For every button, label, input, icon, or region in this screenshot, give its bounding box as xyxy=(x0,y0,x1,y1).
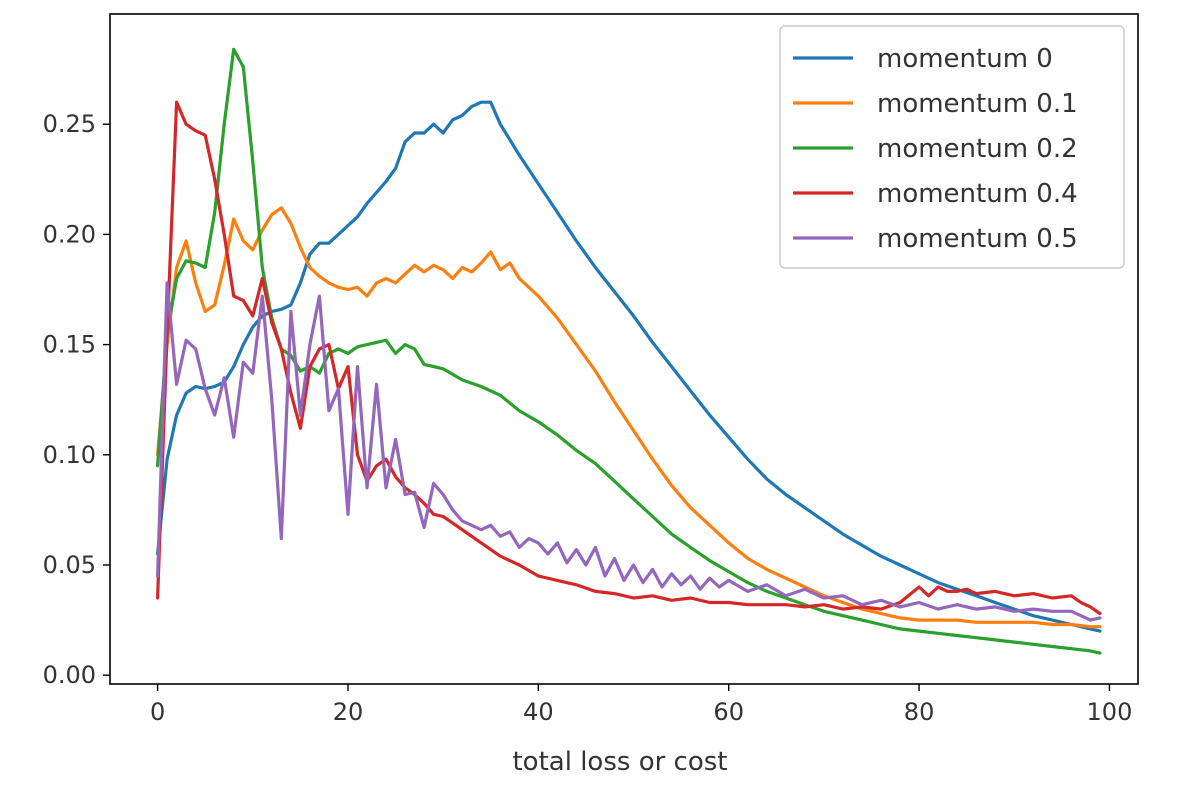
legend: momentum 0 momentum 0.1 momentum 0.2 moment… xyxy=(779,25,1125,269)
legend-label-1: momentum 0.1 xyxy=(877,89,1078,119)
legend-label-0: momentum 0 xyxy=(877,44,1053,74)
x-axis: 0 20 40 60 80 100 xyxy=(150,684,1132,726)
series-line-3 xyxy=(156,100,1102,616)
x-tick-label: 60 xyxy=(713,698,744,726)
axes-frame xyxy=(109,13,1139,685)
legend-label-4: momentum 0.5 xyxy=(877,224,1078,254)
x-tick-label: 100 xyxy=(1087,698,1133,726)
x-axis-label: total loss or cost xyxy=(512,747,727,777)
y-tick-label: 0.15 xyxy=(43,331,96,359)
y-tick-label: 0.05 xyxy=(43,551,96,579)
y-tick-label: 0.20 xyxy=(43,220,96,248)
x-tick-label: 40 xyxy=(523,698,554,726)
series-line-2 xyxy=(156,47,1102,655)
y-tick-label: 0.25 xyxy=(43,110,96,138)
series-line-4 xyxy=(156,281,1102,622)
plot-area xyxy=(156,47,1102,655)
y-tick-label: 0.00 xyxy=(43,661,96,689)
legend-label-2: momentum 0.2 xyxy=(877,134,1078,164)
y-axis: 0.00 0.05 0.10 0.15 0.20 0.25 xyxy=(43,110,110,689)
legend-frame xyxy=(779,25,1125,269)
x-tick-label: 20 xyxy=(333,698,364,726)
series-line-1 xyxy=(156,206,1102,629)
legend-label-3: momentum 0.4 xyxy=(877,179,1078,209)
x-tick-label: 80 xyxy=(904,698,935,726)
y-tick-label: 0.10 xyxy=(43,441,96,469)
x-tick-label: 0 xyxy=(150,698,165,726)
